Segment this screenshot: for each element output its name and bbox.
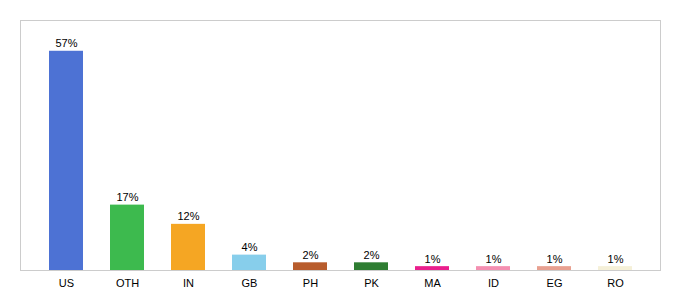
svg-text:4%: 4% (242, 241, 258, 253)
svg-text:MA: MA (424, 277, 441, 289)
svg-text:17%: 17% (116, 191, 138, 203)
svg-text:1%: 1% (425, 253, 441, 265)
svg-text:US: US (59, 277, 74, 289)
svg-text:1%: 1% (547, 253, 563, 265)
svg-text:12%: 12% (177, 210, 199, 222)
svg-text:EG: EG (547, 277, 563, 289)
svg-text:PH: PH (303, 277, 318, 289)
svg-text:57%: 57% (55, 37, 77, 49)
svg-text:1%: 1% (608, 253, 624, 265)
svg-text:2%: 2% (364, 249, 380, 261)
svg-text:ID: ID (488, 277, 499, 289)
svg-text:OTH: OTH (116, 277, 139, 289)
svg-text:GB: GB (242, 277, 258, 289)
svg-text:PK: PK (364, 277, 379, 289)
svg-text:RO: RO (607, 277, 624, 289)
svg-text:2%: 2% (303, 249, 319, 261)
svg-text:1%: 1% (486, 253, 502, 265)
svg-text:IN: IN (183, 277, 194, 289)
